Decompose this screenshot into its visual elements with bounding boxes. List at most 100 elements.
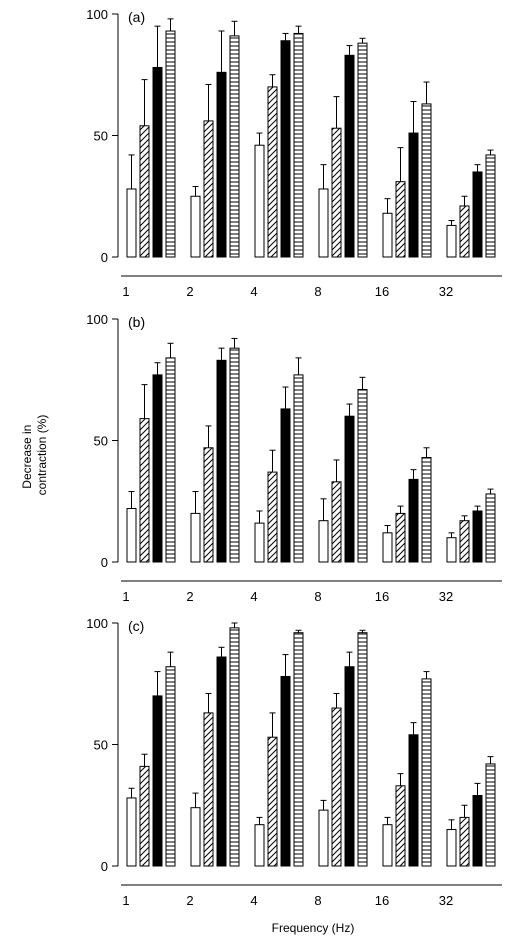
bar-filled (344, 54, 355, 258)
bar-filled (216, 656, 227, 867)
bar-open (190, 807, 201, 867)
bar-hatched (459, 205, 470, 258)
panel-label: (c) (128, 618, 144, 634)
panel-label: (a) (128, 9, 145, 25)
bar-horizontal-lines (421, 103, 432, 258)
bar-open (190, 512, 201, 563)
bar-horizontal-lines (357, 632, 368, 867)
bar-open (254, 824, 265, 867)
x-tick-label: 4 (250, 893, 257, 908)
bar-open (126, 188, 137, 258)
bar-filled (152, 66, 163, 258)
x-tick-label: 1 (122, 893, 129, 908)
bar-filled (280, 675, 291, 867)
x-tick-label: 1 (122, 589, 129, 604)
bar-horizontal-lines (357, 42, 368, 258)
bar-horizontal-lines (293, 374, 304, 563)
panels: 0 50 100 (a) 1 2 4 8 16 32 0 50 100 (b) 1 2 4 8 16 32 0 50 100… (86, 7, 502, 908)
bar-filled (408, 734, 419, 867)
bar-open (318, 809, 329, 867)
y-tick-label: 50 (94, 738, 108, 753)
y-tick-label: 50 (94, 129, 108, 144)
bar-horizontal-lines (293, 632, 304, 867)
panel-label: (b) (128, 314, 145, 330)
x-tick-label: 4 (250, 284, 257, 299)
x-tick-label: 4 (250, 589, 257, 604)
x-tick-label: 8 (314, 589, 321, 604)
bar-filled (344, 666, 355, 867)
bar-hatched (267, 736, 278, 867)
bar-open (190, 195, 201, 258)
x-tick-label: 32 (439, 893, 453, 908)
bar-horizontal-lines (485, 493, 496, 563)
bar-hatched (395, 181, 406, 258)
bar-horizontal-lines (229, 347, 240, 563)
bar-open (254, 144, 265, 258)
bar-open (254, 522, 265, 563)
bar-horizontal-lines (421, 678, 432, 867)
bar-filled (472, 171, 483, 258)
panel-2: 0 50 100 (b) 1 2 4 8 16 32 (86, 312, 502, 604)
x-tick-label: 8 (314, 284, 321, 299)
x-axis-title: Frequency (Hz) (272, 921, 355, 935)
panel-1: 0 50 100 (a) 1 2 4 8 16 32 (86, 7, 502, 299)
bar-open (446, 829, 457, 867)
x-tick-label: 32 (439, 284, 453, 299)
y-axis-title-line2: contraction (%) (35, 415, 49, 496)
bar-horizontal-lines (421, 457, 432, 563)
bar-hatched (459, 816, 470, 867)
x-tick-label: 2 (186, 284, 193, 299)
bar-open (446, 537, 457, 563)
x-tick-label: 2 (186, 589, 193, 604)
bar-filled (280, 40, 291, 258)
bar-open (446, 224, 457, 258)
x-tick-label: 16 (375, 589, 389, 604)
bar-horizontal-lines (165, 30, 176, 258)
bar-filled (152, 374, 163, 563)
bar-hatched (395, 512, 406, 563)
bar-hatched (203, 447, 214, 563)
x-tick-label: 32 (439, 589, 453, 604)
panel-3: 0 50 100 (c) 1 2 4 8 16 32 (86, 616, 502, 908)
bar-hatched (139, 418, 150, 563)
bar-horizontal-lines (165, 666, 176, 867)
bar-open (126, 797, 137, 867)
bar-hatched (331, 481, 342, 563)
bar-horizontal-lines (229, 627, 240, 867)
x-tick-label: 16 (375, 284, 389, 299)
x-tick-label: 8 (314, 893, 321, 908)
bar-hatched (331, 127, 342, 258)
bar-hatched (267, 86, 278, 258)
bar-hatched (267, 471, 278, 563)
bar-horizontal-lines (293, 32, 304, 258)
x-tick-label: 16 (375, 893, 389, 908)
bar-hatched (331, 707, 342, 867)
y-axis-title-line1: Decrease in (20, 425, 34, 489)
bar-horizontal-lines (229, 35, 240, 258)
bar-hatched (139, 125, 150, 258)
bar-open (382, 212, 393, 258)
bar-open (382, 532, 393, 563)
y-tick-label: 0 (101, 859, 108, 874)
bar-filled (472, 795, 483, 867)
bar-filled (152, 695, 163, 867)
y-axis-title: Decrease in contraction (%) (20, 415, 49, 496)
bar-hatched (203, 120, 214, 258)
bar-open (126, 508, 137, 563)
bar-filled (216, 71, 227, 258)
bar-open (318, 520, 329, 563)
bar-filled (280, 408, 291, 563)
bar-horizontal-lines (485, 763, 496, 867)
bar-filled (408, 132, 419, 258)
bar-open (318, 188, 329, 258)
bar-filled (216, 359, 227, 563)
bar-hatched (395, 785, 406, 867)
bar-hatched (139, 765, 150, 867)
bar-horizontal-lines (165, 357, 176, 563)
bar-filled (408, 478, 419, 563)
y-tick-label: 100 (86, 312, 108, 327)
y-tick-label: 0 (101, 250, 108, 265)
bar-filled (472, 510, 483, 563)
x-tick-label: 1 (122, 284, 129, 299)
